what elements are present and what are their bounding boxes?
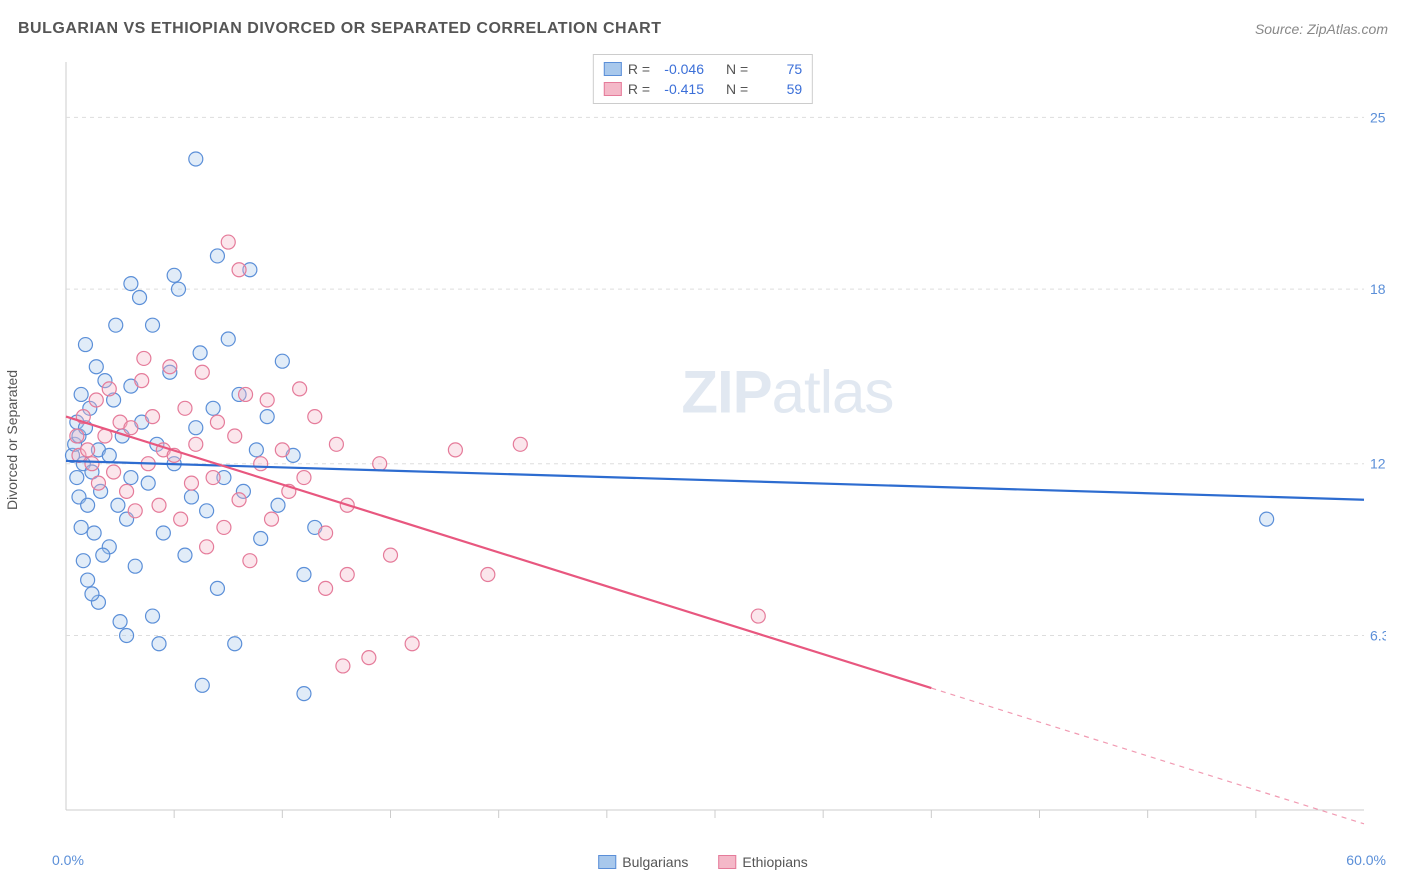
svg-text:6.3%: 6.3%	[1370, 627, 1386, 643]
series-legend: Bulgarians Ethiopians	[598, 854, 808, 870]
n-value-bulgarians: 75	[754, 61, 802, 77]
x-axis-min-label: 0.0%	[52, 852, 84, 868]
correlation-legend: R = -0.046 N = 75 R = -0.415 N = 59	[593, 54, 813, 104]
legend-label-ethiopians: Ethiopians	[742, 854, 807, 870]
n-value-ethiopians: 59	[754, 81, 802, 97]
r-label: R =	[628, 61, 650, 77]
svg-text:25.0%: 25.0%	[1370, 109, 1386, 125]
swatch-bulgarians	[604, 62, 622, 76]
svg-text:12.5%: 12.5%	[1370, 456, 1386, 472]
legend-item-bulgarians: Bulgarians	[598, 854, 688, 870]
swatch-bulgarians-bottom	[598, 855, 616, 869]
chart-area: 6.3% 12.5% 18.8% 25.0%	[50, 50, 1386, 832]
chart-title: BULGARIAN VS ETHIOPIAN DIVORCED OR SEPAR…	[18, 20, 661, 38]
swatch-ethiopians-bottom	[718, 855, 736, 869]
chart-header: BULGARIAN VS ETHIOPIAN DIVORCED OR SEPAR…	[18, 20, 1388, 38]
r-label: R =	[628, 81, 650, 97]
y-axis-label: Divorced or Separated	[4, 370, 20, 510]
n-label: N =	[726, 61, 748, 77]
svg-text:18.8%: 18.8%	[1370, 281, 1386, 297]
x-axis-max-label: 60.0%	[1346, 852, 1386, 868]
swatch-ethiopians	[604, 82, 622, 96]
legend-label-bulgarians: Bulgarians	[622, 854, 688, 870]
legend-row-bulgarians: R = -0.046 N = 75	[604, 59, 802, 79]
legend-row-ethiopians: R = -0.415 N = 59	[604, 79, 802, 99]
scatter-chart: 6.3% 12.5% 18.8% 25.0%	[50, 50, 1386, 832]
r-value-bulgarians: -0.046	[656, 61, 704, 77]
legend-item-ethiopians: Ethiopians	[718, 854, 807, 870]
r-value-ethiopians: -0.415	[656, 81, 704, 97]
source-attribution: Source: ZipAtlas.com	[1255, 21, 1388, 37]
n-label: N =	[726, 81, 748, 97]
